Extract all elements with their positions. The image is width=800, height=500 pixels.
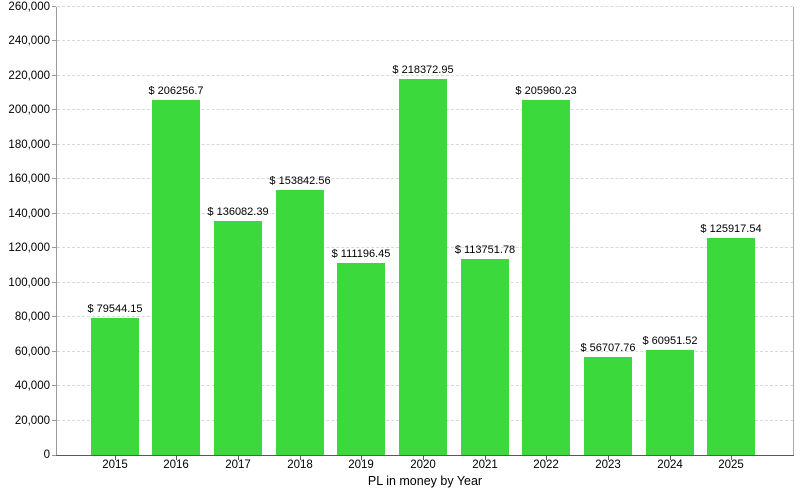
y-axis-tick-mark [52, 40, 56, 41]
x-axis-tick-mark [238, 456, 239, 460]
bar-value-label: $ 111196.45 [331, 248, 391, 260]
bar-value-label: $ 56707.76 [580, 342, 636, 354]
y-axis-tick-label: 20,000 [14, 414, 50, 427]
y-axis-tick-mark [52, 109, 56, 110]
bar-value-label: $ 60951.52 [642, 335, 698, 347]
y-axis-tick-mark [52, 178, 56, 179]
y-axis-tick-mark [52, 455, 56, 456]
x-axis-tick-mark [731, 456, 732, 460]
x-axis-tick-label: 2018 [287, 459, 313, 471]
bar-2025 [707, 238, 755, 455]
x-axis-tick-mark [485, 456, 486, 460]
y-axis-tick-label: 100,000 [8, 276, 50, 289]
x-axis: 2015 2016 2017 2018 2019 2020 2021 2022 2023 2024… [57, 456, 793, 472]
y-axis-tick-mark [52, 282, 56, 283]
bar-value-label: $ 125917.54 [700, 223, 762, 235]
y-axis-tick-label: 160,000 [8, 173, 50, 186]
y-axis-tick-label: 220,000 [8, 69, 50, 82]
y-axis-tick-mark [52, 144, 56, 145]
y-axis-tick-mark [52, 420, 56, 421]
bar-2017 [214, 221, 262, 455]
y-axis-tick-label: 60,000 [14, 345, 50, 358]
x-axis-tick-label: 2023 [595, 459, 621, 471]
y-axis-tick-mark [52, 6, 56, 7]
y-axis-tick-mark [52, 75, 56, 76]
gridline [57, 6, 793, 7]
x-axis-tick-mark [546, 456, 547, 460]
bar-2021 [461, 259, 509, 455]
y-axis-tick-label: 140,000 [8, 207, 50, 220]
gridline [57, 75, 793, 76]
x-axis-tick-label: 2016 [163, 459, 189, 471]
bar-2016 [152, 100, 200, 455]
bar-2018 [276, 190, 324, 455]
x-axis-tick-label: 2025 [718, 459, 744, 471]
gridline [57, 40, 793, 41]
x-axis-tick-label: 2021 [472, 459, 498, 471]
bar-value-label: $ 113751.78 [454, 244, 516, 256]
bar-2019 [337, 263, 385, 455]
bar-value-label: $ 218372.95 [392, 64, 454, 76]
y-axis-tick-mark [52, 247, 56, 248]
y-axis-tick-label: 180,000 [8, 138, 50, 151]
bar-2023 [584, 357, 632, 455]
x-axis-tick-mark [176, 456, 177, 460]
x-axis-line [56, 455, 794, 456]
x-axis-title: PL in money by Year [367, 474, 483, 488]
x-axis-tick-mark [300, 456, 301, 460]
bar-2020 [399, 79, 447, 455]
y-axis-tick-label: 200,000 [8, 104, 50, 117]
bar-2015 [91, 318, 139, 455]
bar-value-label: $ 205960.23 [515, 85, 577, 97]
y-axis-tick-mark [52, 385, 56, 386]
y-axis: 0 20,000 40,000 60,000 80,000 100,000 120,000 1… [0, 0, 57, 500]
y-axis-tick-label: 240,000 [8, 35, 50, 48]
bar-value-label: $ 153842.56 [269, 175, 331, 187]
bar-2024 [646, 350, 694, 455]
x-axis-tick-label: 2019 [348, 459, 374, 471]
x-axis-tick-label: 2015 [102, 459, 128, 471]
y-axis-tick-mark [52, 351, 56, 352]
y-axis-tick-label: 0 [43, 449, 50, 461]
x-axis-tick-mark [670, 456, 671, 460]
x-axis-tick-mark [608, 456, 609, 460]
x-axis-tick-label: 2020 [410, 459, 436, 471]
y-axis-tick-mark [52, 213, 56, 214]
bar-value-label: $ 206256.7 [148, 85, 204, 97]
x-axis-tick-label: 2017 [225, 459, 251, 471]
y-axis-tick-label: 260,000 [8, 1, 50, 13]
x-axis-tick-mark [423, 456, 424, 460]
x-axis-tick-label: 2022 [533, 459, 559, 471]
x-axis-tick-mark [361, 456, 362, 460]
plot-area: $ 79544.15 $ 206256.7 $ 136082.39 $ 153842.… [57, 6, 793, 455]
x-axis-tick-mark [115, 456, 116, 460]
bar-value-label: $ 136082.39 [207, 206, 269, 218]
y-axis-tick-label: 40,000 [14, 380, 50, 393]
y-axis-line [56, 7, 57, 456]
y-axis-tick-mark [52, 316, 56, 317]
x-axis-tick-label: 2024 [657, 459, 683, 471]
y-axis-tick-label: 120,000 [8, 242, 50, 255]
bar-2022 [522, 100, 570, 455]
bar-value-label: $ 79544.15 [87, 303, 143, 315]
y-axis-tick-label: 80,000 [14, 311, 50, 324]
plot-border-right [793, 7, 794, 456]
